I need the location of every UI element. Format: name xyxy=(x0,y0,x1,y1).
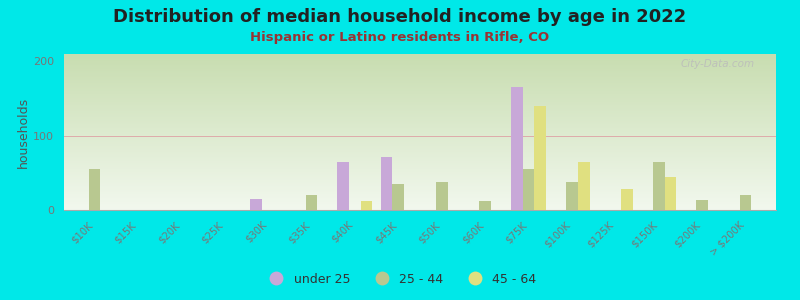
Bar xyxy=(566,182,578,210)
Legend: under 25, 25 - 44, 45 - 64: under 25, 25 - 44, 45 - 64 xyxy=(259,268,541,291)
Bar xyxy=(578,162,590,210)
Bar xyxy=(479,201,491,210)
Bar xyxy=(511,87,522,210)
Y-axis label: households: households xyxy=(18,96,30,168)
Text: City-Data.com: City-Data.com xyxy=(681,59,754,69)
Bar xyxy=(665,177,676,210)
Bar xyxy=(696,200,708,210)
Bar xyxy=(381,157,393,210)
Text: Distribution of median household income by age in 2022: Distribution of median household income … xyxy=(114,8,686,26)
Bar xyxy=(393,184,404,210)
Text: Hispanic or Latino residents in Rifle, CO: Hispanic or Latino residents in Rifle, C… xyxy=(250,32,550,44)
Bar xyxy=(338,162,349,210)
Bar xyxy=(534,106,546,210)
Bar xyxy=(740,195,751,210)
Bar xyxy=(306,195,318,210)
Bar xyxy=(622,189,633,210)
Bar xyxy=(522,169,534,210)
Bar xyxy=(250,199,262,210)
Bar xyxy=(361,201,373,210)
Bar xyxy=(436,182,447,210)
Bar xyxy=(89,169,100,210)
Bar xyxy=(653,162,665,210)
